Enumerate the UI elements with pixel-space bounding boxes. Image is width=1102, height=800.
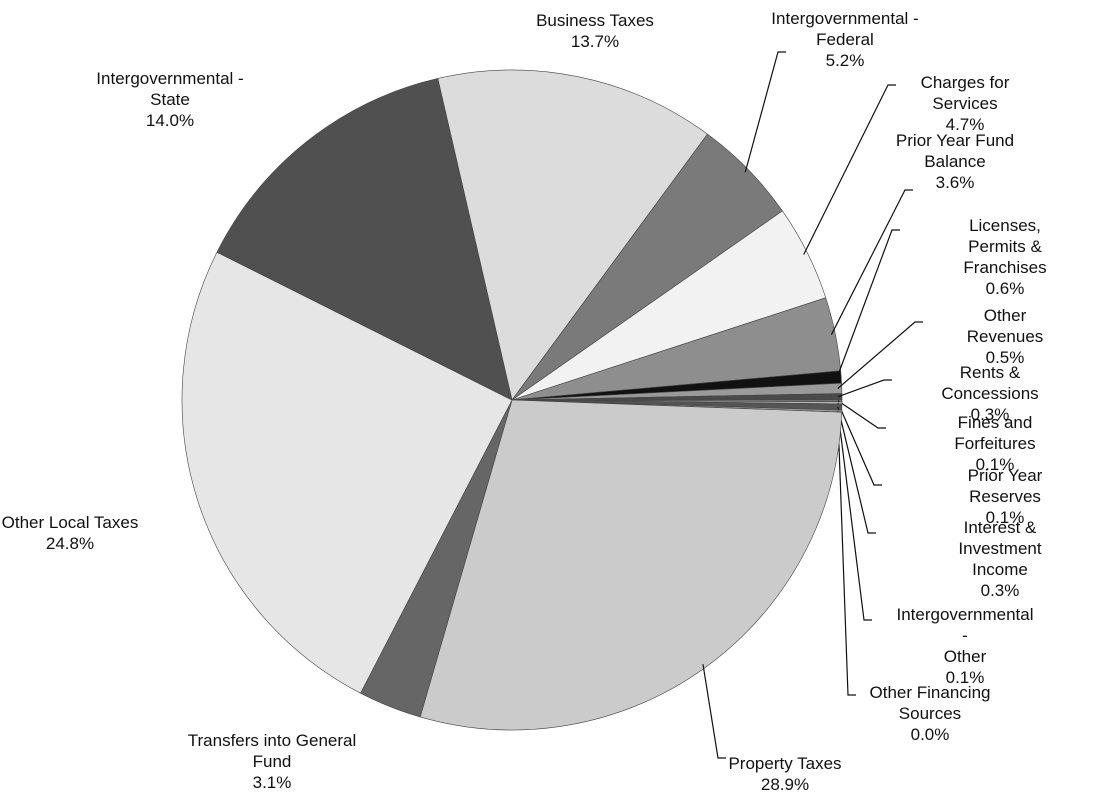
leader-line <box>837 402 882 486</box>
value-label: 0.1% <box>945 668 985 687</box>
category-label: Prior Year Reserves <box>967 466 1043 506</box>
value-label: 24.8% <box>45 534 95 553</box>
value-label: 0.1% <box>985 508 1025 527</box>
leader-line <box>837 400 886 429</box>
category-label: Intergovernmental - State <box>96 69 244 109</box>
value-label: 0.5% <box>985 348 1025 367</box>
slice-label: Property Taxes 28.9% <box>728 753 841 795</box>
category-label: Transfers into General Fund <box>187 731 357 771</box>
slice-label: Intergovernmental - Federal 5.2% <box>771 8 918 71</box>
category-label: Other Financing Sources <box>869 683 991 723</box>
category-label: Licenses, Permits & Franchises <box>963 216 1047 277</box>
leader-line <box>837 410 872 621</box>
category-label: Other Revenues <box>966 306 1044 346</box>
leader-line <box>830 189 913 335</box>
slice-label: Interest & Investment Income 0.3% <box>949 517 1051 601</box>
slice-label: Transfers into General Fund 3.1% <box>188 730 357 793</box>
slice-label: Prior Year Reserves 0.1% <box>957 465 1054 528</box>
leader-line <box>837 379 892 398</box>
slice-label: Fines and Forfeitures 0.1% <box>942 412 1049 475</box>
category-label: Intergovernmental - Other <box>896 605 1034 666</box>
value-label: 3.1% <box>252 773 292 792</box>
category-label: Charges for Services <box>920 73 1010 113</box>
value-label: 28.9% <box>760 775 810 794</box>
pie-slice <box>181 251 513 694</box>
value-label: 5.2% <box>825 51 865 70</box>
leader-line <box>837 412 856 696</box>
value-label: 3.6% <box>935 173 975 192</box>
category-label: Other Local Taxes <box>1 513 139 532</box>
value-label: 4.7% <box>945 115 985 134</box>
category-label: Rents & Concessions <box>941 363 1039 403</box>
value-label: 13.7% <box>570 32 620 51</box>
leader-line <box>702 664 726 759</box>
leader-line <box>836 229 900 378</box>
slice-label: Intergovernmental - State 14.0% <box>96 68 243 131</box>
leader-line <box>837 406 876 534</box>
slice-label: Other Financing Sources 0.0% <box>870 682 991 745</box>
slice-label: Licenses, Permits & Franchises 0.6% <box>957 215 1054 299</box>
value-label: 14.0% <box>145 111 195 130</box>
pie-slice <box>419 399 843 731</box>
category-label: Interest & Investment Income <box>958 518 1042 579</box>
category-label: Business Taxes <box>536 11 654 30</box>
value-label: 0.0% <box>910 725 950 744</box>
leader-line <box>744 51 786 173</box>
pie-slice <box>216 78 513 401</box>
slice-label: Other Local Taxes 24.8% <box>2 512 139 554</box>
slice-label: Business Taxes 13.7% <box>536 10 654 52</box>
leader-line <box>837 321 923 389</box>
category-label: Property Taxes <box>728 754 842 773</box>
slice-label: Rents & Concessions 0.3% <box>934 362 1046 425</box>
value-label: 0.3% <box>970 405 1010 424</box>
slice-label: Charges for Services 4.7% <box>897 72 1034 135</box>
pie-slice <box>437 69 708 401</box>
slice-label: Prior Year Fund Balance 3.6% <box>896 130 1014 193</box>
value-label: 0.6% <box>985 279 1025 298</box>
category-label: Prior Year Fund Balance <box>895 131 1015 171</box>
category-label: Fines and Forfeitures <box>954 413 1036 453</box>
category-label: Intergovernmental - Federal <box>771 9 919 49</box>
value-label: 0.1% <box>975 455 1015 474</box>
slice-label: Other Revenues 0.5% <box>957 305 1054 368</box>
leader-line <box>803 84 896 255</box>
slice-label: Intergovernmental - Other 0.1% <box>896 604 1033 688</box>
value-label: 0.3% <box>980 581 1020 600</box>
